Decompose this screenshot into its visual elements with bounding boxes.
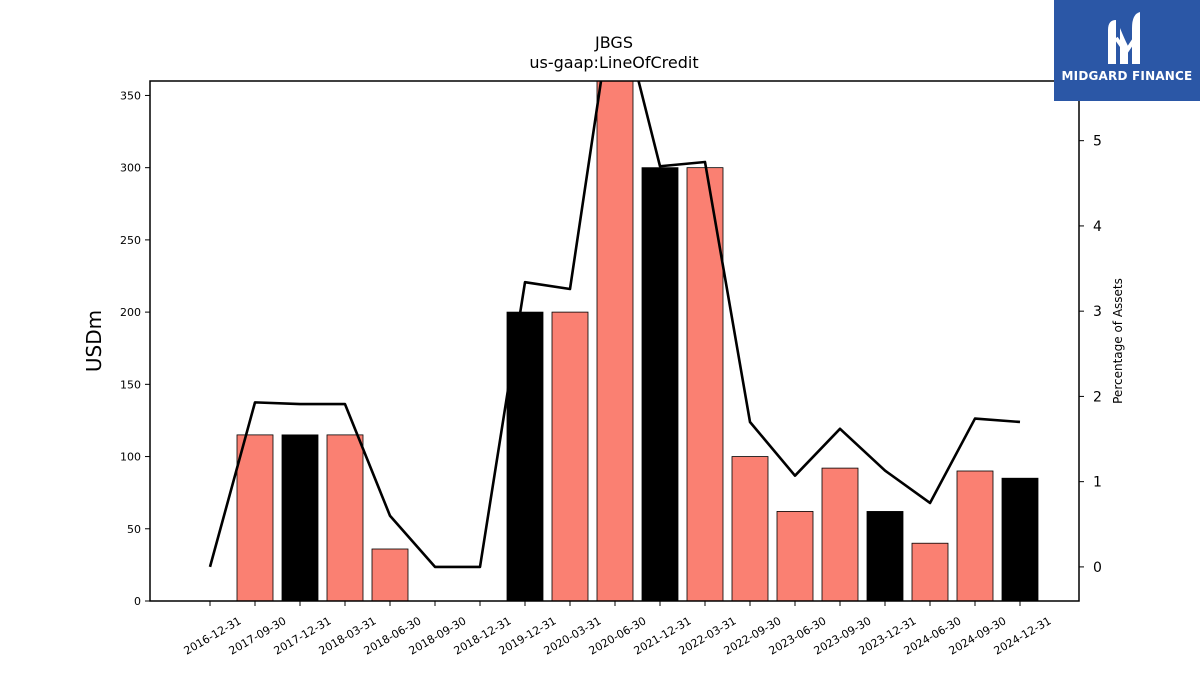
bar — [1001, 477, 1039, 601]
chart-subtitle: us-gaap:LineOfCredit — [529, 53, 698, 72]
brand-logo: MIDGARD FINANCE — [1054, 0, 1200, 101]
bars-group — [236, 81, 1039, 601]
y-axis-left: 0 50 100 150 200 250 300 350 — [120, 89, 150, 608]
logo-text: MIDGARD FINANCE — [1061, 69, 1193, 83]
bar — [326, 434, 364, 601]
chart-title: JBGS — [594, 33, 633, 52]
y2-tick-label: 2 — [1093, 389, 1102, 405]
logo-mark-icon — [1108, 12, 1140, 64]
y-tick-label: 250 — [120, 234, 141, 247]
bar — [281, 434, 319, 601]
bar — [686, 167, 724, 601]
y-axis-right: 0 1 2 3 4 5 — [1079, 134, 1102, 576]
y2-tick-label: 0 — [1093, 560, 1102, 576]
bar — [821, 467, 859, 601]
y-tick-label: 150 — [120, 378, 141, 391]
bar — [776, 511, 814, 601]
bar — [911, 542, 949, 601]
bar — [866, 511, 904, 601]
y-tick-label: 200 — [120, 306, 141, 319]
bar — [956, 470, 994, 601]
bar — [371, 548, 409, 601]
y2-tick-label: 3 — [1093, 304, 1102, 320]
bar — [731, 456, 769, 601]
bar — [236, 434, 274, 601]
x-axis: 2016-12-312017-09-302017-12-312018-03-31… — [182, 601, 1054, 658]
y-tick-label: 100 — [120, 451, 141, 464]
bar — [641, 167, 679, 601]
y2-tick-label: 5 — [1093, 134, 1102, 150]
y2-axis-label: Percentage of Assets — [1111, 278, 1125, 404]
y2-tick-label: 1 — [1093, 475, 1102, 491]
line-group — [208, 81, 1021, 569]
y-tick-label: 50 — [127, 523, 141, 536]
bar — [551, 311, 589, 601]
y-tick-label: 350 — [120, 89, 141, 102]
bar — [596, 81, 634, 601]
line-series — [208, 81, 1021, 569]
y2-tick-label: 4 — [1093, 219, 1102, 235]
y-axis-label: USDm — [82, 310, 106, 372]
y-tick-label: 0 — [134, 595, 141, 608]
y-tick-label: 300 — [120, 162, 141, 175]
